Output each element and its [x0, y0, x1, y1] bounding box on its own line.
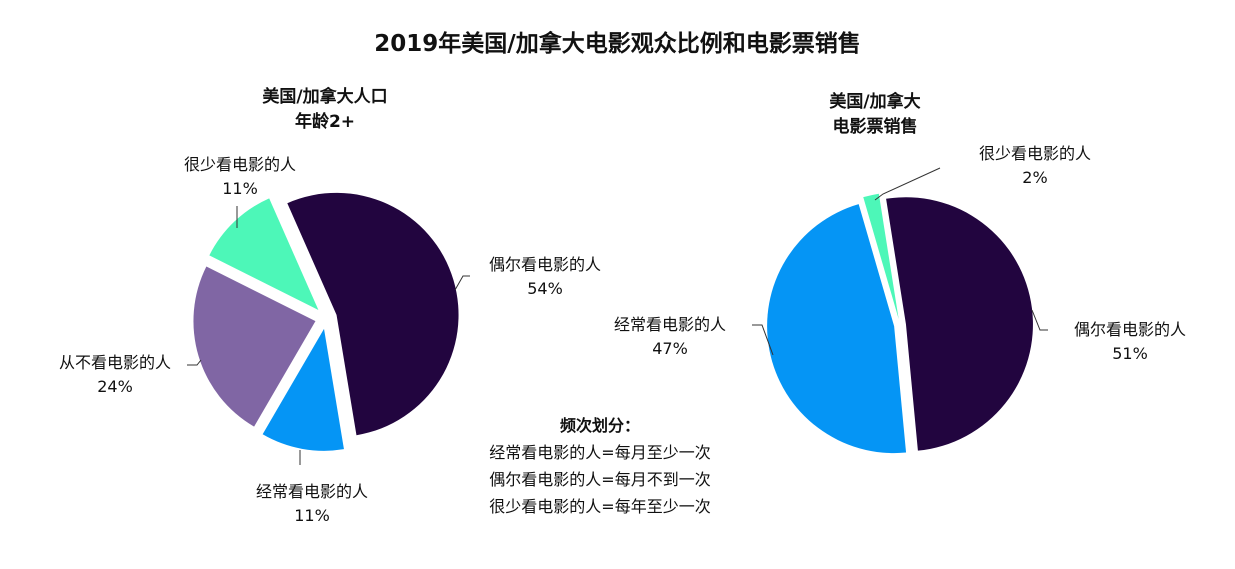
data-label: 经常看电影的人 47%	[580, 313, 760, 361]
pie-slice	[886, 197, 1033, 451]
pie-slice	[262, 328, 344, 451]
data-label: 很少看电影的人 11%	[150, 153, 330, 201]
subtitle-line: 美国/加拿大人口	[262, 87, 388, 107]
pie-slice	[767, 204, 907, 454]
legend-line: 经常看电影的人=每月至少一次	[489, 443, 711, 462]
label-value: 51%	[1112, 344, 1148, 363]
subtitle-line: 年龄2+	[294, 112, 356, 132]
label-name: 偶尔看电影的人	[1073, 320, 1186, 339]
leader-line	[752, 324, 774, 356]
label-name: 从不看电影的人	[58, 353, 171, 372]
label-value: 11%	[222, 179, 258, 198]
leader-line	[874, 167, 941, 201]
leader-line	[1031, 309, 1048, 331]
label-value: 2%	[1022, 168, 1048, 187]
data-label: 从不看电影的人 24%	[25, 351, 205, 399]
label-value: 54%	[527, 279, 563, 298]
label-value: 24%	[97, 377, 133, 396]
label-name: 偶尔看电影的人	[488, 255, 601, 274]
leader-line	[454, 275, 470, 291]
data-label: 偶尔看电影的人 51%	[1040, 318, 1220, 366]
right-pie-subtitle: 美国/加拿大 电影票销售	[775, 90, 975, 140]
frequency-legend: 频次划分： 经常看电影的人=每月至少一次 偶尔看电影的人=每月不到一次 很少看电…	[450, 412, 750, 520]
label-name: 经常看电影的人	[255, 482, 368, 501]
data-label: 经常看电影的人 11%	[222, 480, 402, 528]
left-pie-subtitle: 美国/加拿大人口 年龄2+	[225, 85, 425, 135]
subtitle-line: 电影票销售	[832, 117, 918, 137]
leader-line	[187, 359, 202, 366]
legend-line: 很少看电影的人=每年至少一次	[489, 497, 711, 516]
label-value: 47%	[652, 339, 688, 358]
legend-heading: 频次划分：	[559, 416, 640, 435]
label-name: 很少看电影的人	[978, 144, 1091, 163]
pie-slice	[287, 192, 459, 436]
legend-line: 偶尔看电影的人=每月不到一次	[489, 470, 711, 489]
chart-title: 2019年美国/加拿大电影观众比例和电影票销售	[374, 31, 861, 57]
pie-slice	[863, 193, 899, 320]
label-value: 11%	[294, 506, 330, 525]
pie-slice	[193, 266, 316, 427]
leader-lines	[187, 167, 1048, 465]
data-label: 偶尔看电影的人 54%	[455, 253, 635, 301]
label-name: 很少看电影的人	[183, 155, 296, 174]
subtitle-line: 美国/加拿大	[829, 92, 921, 112]
data-label: 很少看电影的人 2%	[945, 142, 1125, 190]
label-name: 经常看电影的人	[613, 315, 726, 334]
